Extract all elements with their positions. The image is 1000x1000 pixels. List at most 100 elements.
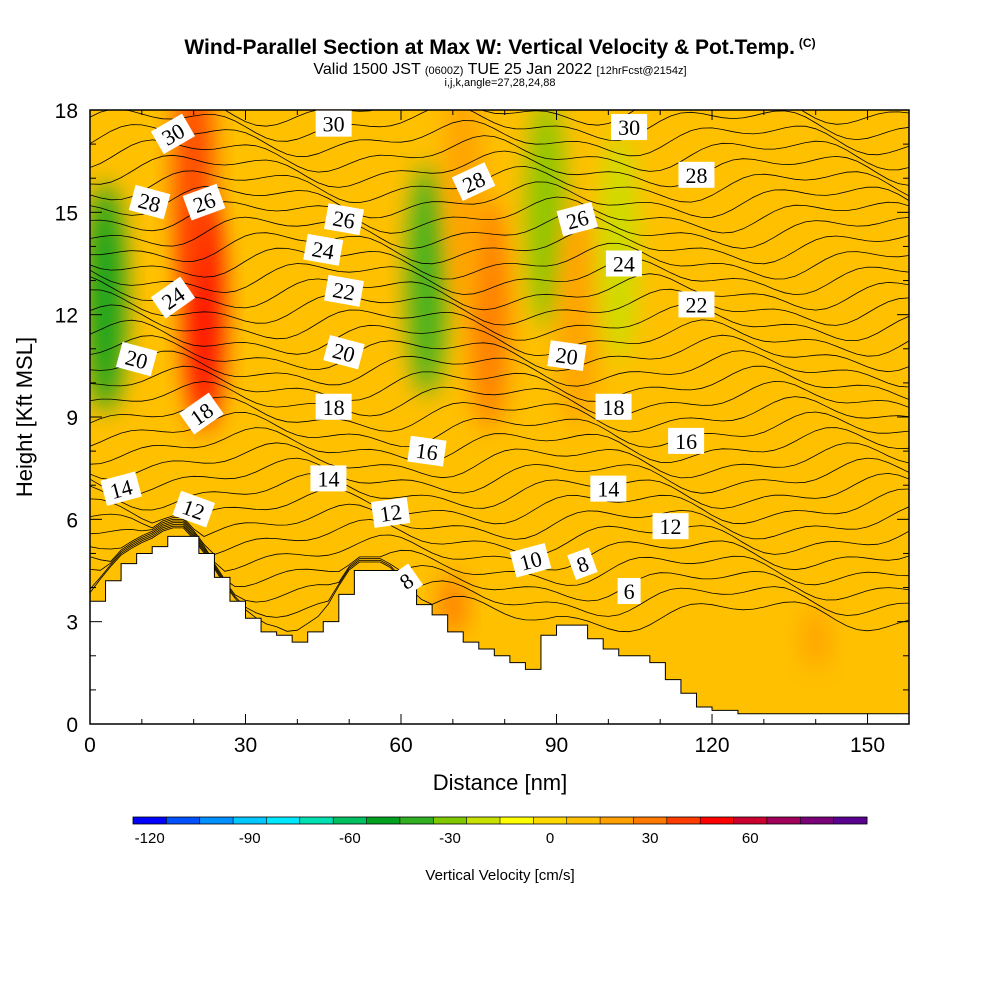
contour-label: 12 [652, 513, 689, 540]
contour-label-text: 30 [618, 115, 640, 140]
contour-label-box [668, 427, 705, 454]
contour-label: 30 [315, 110, 352, 137]
contour-label: 20 [115, 341, 158, 377]
contour-label-box [617, 577, 641, 604]
contour-label: 12 [371, 497, 411, 528]
colorbar-swatch [800, 817, 835, 824]
contour-label-box [172, 490, 216, 528]
x-tick-label: 0 [84, 734, 96, 757]
contour-label: 10 [509, 543, 552, 578]
theta-contour-line [223, 110, 909, 127]
contour-label: 24 [303, 233, 344, 266]
contour-label-box [611, 114, 648, 141]
theta-contour-line [90, 211, 909, 250]
contour-label-text: 18 [323, 395, 345, 420]
velocity-cell [443, 110, 484, 311]
theta-contour-line [90, 120, 909, 158]
contour-label: 8 [567, 547, 598, 580]
contour-label-box [605, 250, 642, 277]
theta-contour-line [90, 288, 909, 326]
contour-label: 14 [310, 465, 347, 492]
axis-ticks: 0 30 60 90 120 150 0 3 6 9 12 15 18 [55, 100, 909, 757]
colorbar-tick-label: -30 [439, 830, 461, 847]
contour-label: 28 [678, 161, 715, 188]
contour-label-box [324, 274, 364, 307]
velocity-cell [406, 165, 447, 396]
contour-label-text: 16 [675, 429, 697, 454]
y-tick-label: 15 [55, 202, 78, 225]
theta-contour-line [90, 258, 909, 296]
colorbar-swatch [266, 817, 301, 824]
contour-label-box [595, 393, 632, 420]
contour-label: 26 [324, 203, 364, 236]
colorbar-swatch [233, 817, 267, 824]
colorbar-tick-label: 0 [546, 830, 554, 847]
theta-contour-line [90, 166, 909, 204]
velocity-cell [90, 182, 126, 413]
y-tick-label: 0 [66, 714, 78, 737]
colorbar-swatch [433, 817, 468, 824]
theta-contour-line [90, 227, 909, 265]
contour-label-box [115, 341, 158, 377]
velocity-field [90, 110, 830, 669]
theta-contour-line [90, 150, 909, 188]
contour-label: 8 [389, 563, 424, 598]
contour-label-box [652, 513, 689, 540]
contour-label-box [150, 113, 196, 155]
valid-utc: (0600Z) [424, 65, 464, 77]
x-tick-label: 150 [850, 734, 885, 757]
theta-contour-line [90, 411, 909, 448]
colorbar-swatch [199, 817, 234, 824]
colorbar-swatch [533, 817, 568, 824]
colorbar-swatch [600, 817, 634, 824]
theta-contour-line [90, 520, 909, 572]
theta-contour-line [90, 488, 909, 525]
colorbar-swatch [333, 817, 368, 824]
colorbar-tick-label: -90 [239, 830, 261, 847]
colorbar-swatch [166, 817, 201, 824]
colorbar-tick-label: 30 [642, 830, 659, 847]
colorbar-swatch [399, 817, 434, 824]
theta-contour-line [90, 472, 909, 511]
contour-label-text: 24 [310, 236, 336, 264]
contour-label-box [150, 276, 196, 319]
contour-label-box [179, 392, 224, 435]
x-tick-label: 30 [234, 734, 257, 757]
theta-contour-line [90, 503, 909, 540]
colorbar-swatch [633, 817, 668, 824]
y-tick-label: 3 [66, 612, 78, 635]
theta-contour-line [90, 304, 909, 341]
colorbar-tick-label: -120 [135, 830, 165, 847]
theta-contour-line [90, 273, 909, 311]
contour-label-text: 30 [323, 112, 345, 137]
colorbar-swatch [566, 817, 601, 824]
contour-label-box [303, 233, 344, 266]
contour-label-text: 20 [554, 342, 579, 370]
contour-label-box [324, 203, 364, 236]
colorbar: -120 -90 -60 -30 0 30 60 [132, 816, 868, 847]
colorbar-tick-label: -60 [339, 830, 361, 847]
colorbar-swatch [733, 817, 768, 824]
copyright-mark: (C) [798, 36, 816, 50]
contour-label-box [509, 543, 552, 578]
contour-label: 6 [617, 577, 641, 604]
theta-contour-line [90, 427, 909, 465]
velocity-cell [526, 110, 567, 328]
y-axis-title: Height [Kft MSL] [12, 337, 37, 497]
contour-label-box [323, 334, 365, 370]
colorbar-swatch [833, 817, 868, 824]
colorbar-swatch [766, 817, 801, 824]
contour-label-box [547, 340, 587, 371]
contour-label-text: 6 [624, 579, 635, 604]
theta-contour-line [90, 319, 909, 357]
contour-label-box [389, 563, 424, 598]
x-tick-label: 90 [545, 734, 568, 757]
contour-label: 16 [407, 435, 447, 467]
theta-contour-line [90, 196, 909, 234]
y-tick-label: 9 [66, 407, 78, 430]
colorbar-swatch [366, 817, 401, 824]
contour-label-box [567, 547, 598, 580]
valid-date: TUE 25 Jan 2022 [467, 61, 593, 78]
contour-label-box [182, 183, 226, 221]
